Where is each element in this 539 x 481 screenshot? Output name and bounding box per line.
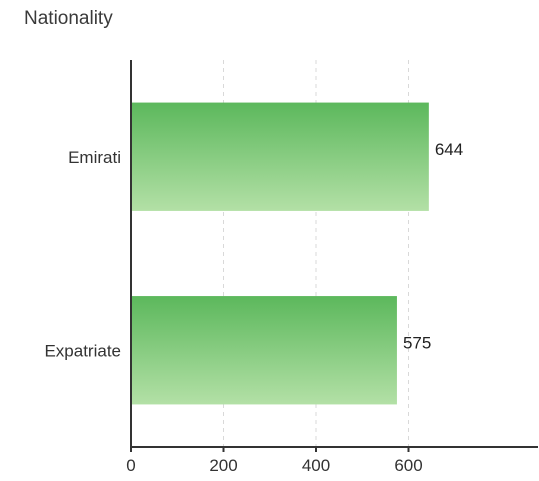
x-tick-label: 600 xyxy=(394,456,422,475)
category-label: Expatriate xyxy=(44,341,121,360)
value-label: 644 xyxy=(435,140,463,159)
labels: Emirati 644 Expatriate 575 0 200 400 600 xyxy=(44,140,463,475)
x-tick-label: 400 xyxy=(302,456,330,475)
x-tick-label: 0 xyxy=(126,456,135,475)
x-tick-label: 200 xyxy=(209,456,237,475)
axes xyxy=(130,60,538,452)
bar-emirati xyxy=(131,102,429,211)
value-label: 575 xyxy=(403,333,431,352)
bar-expatriate xyxy=(131,296,397,405)
bars xyxy=(131,102,429,405)
chart-title: Nationality xyxy=(24,8,113,29)
category-label: Emirati xyxy=(68,148,121,167)
